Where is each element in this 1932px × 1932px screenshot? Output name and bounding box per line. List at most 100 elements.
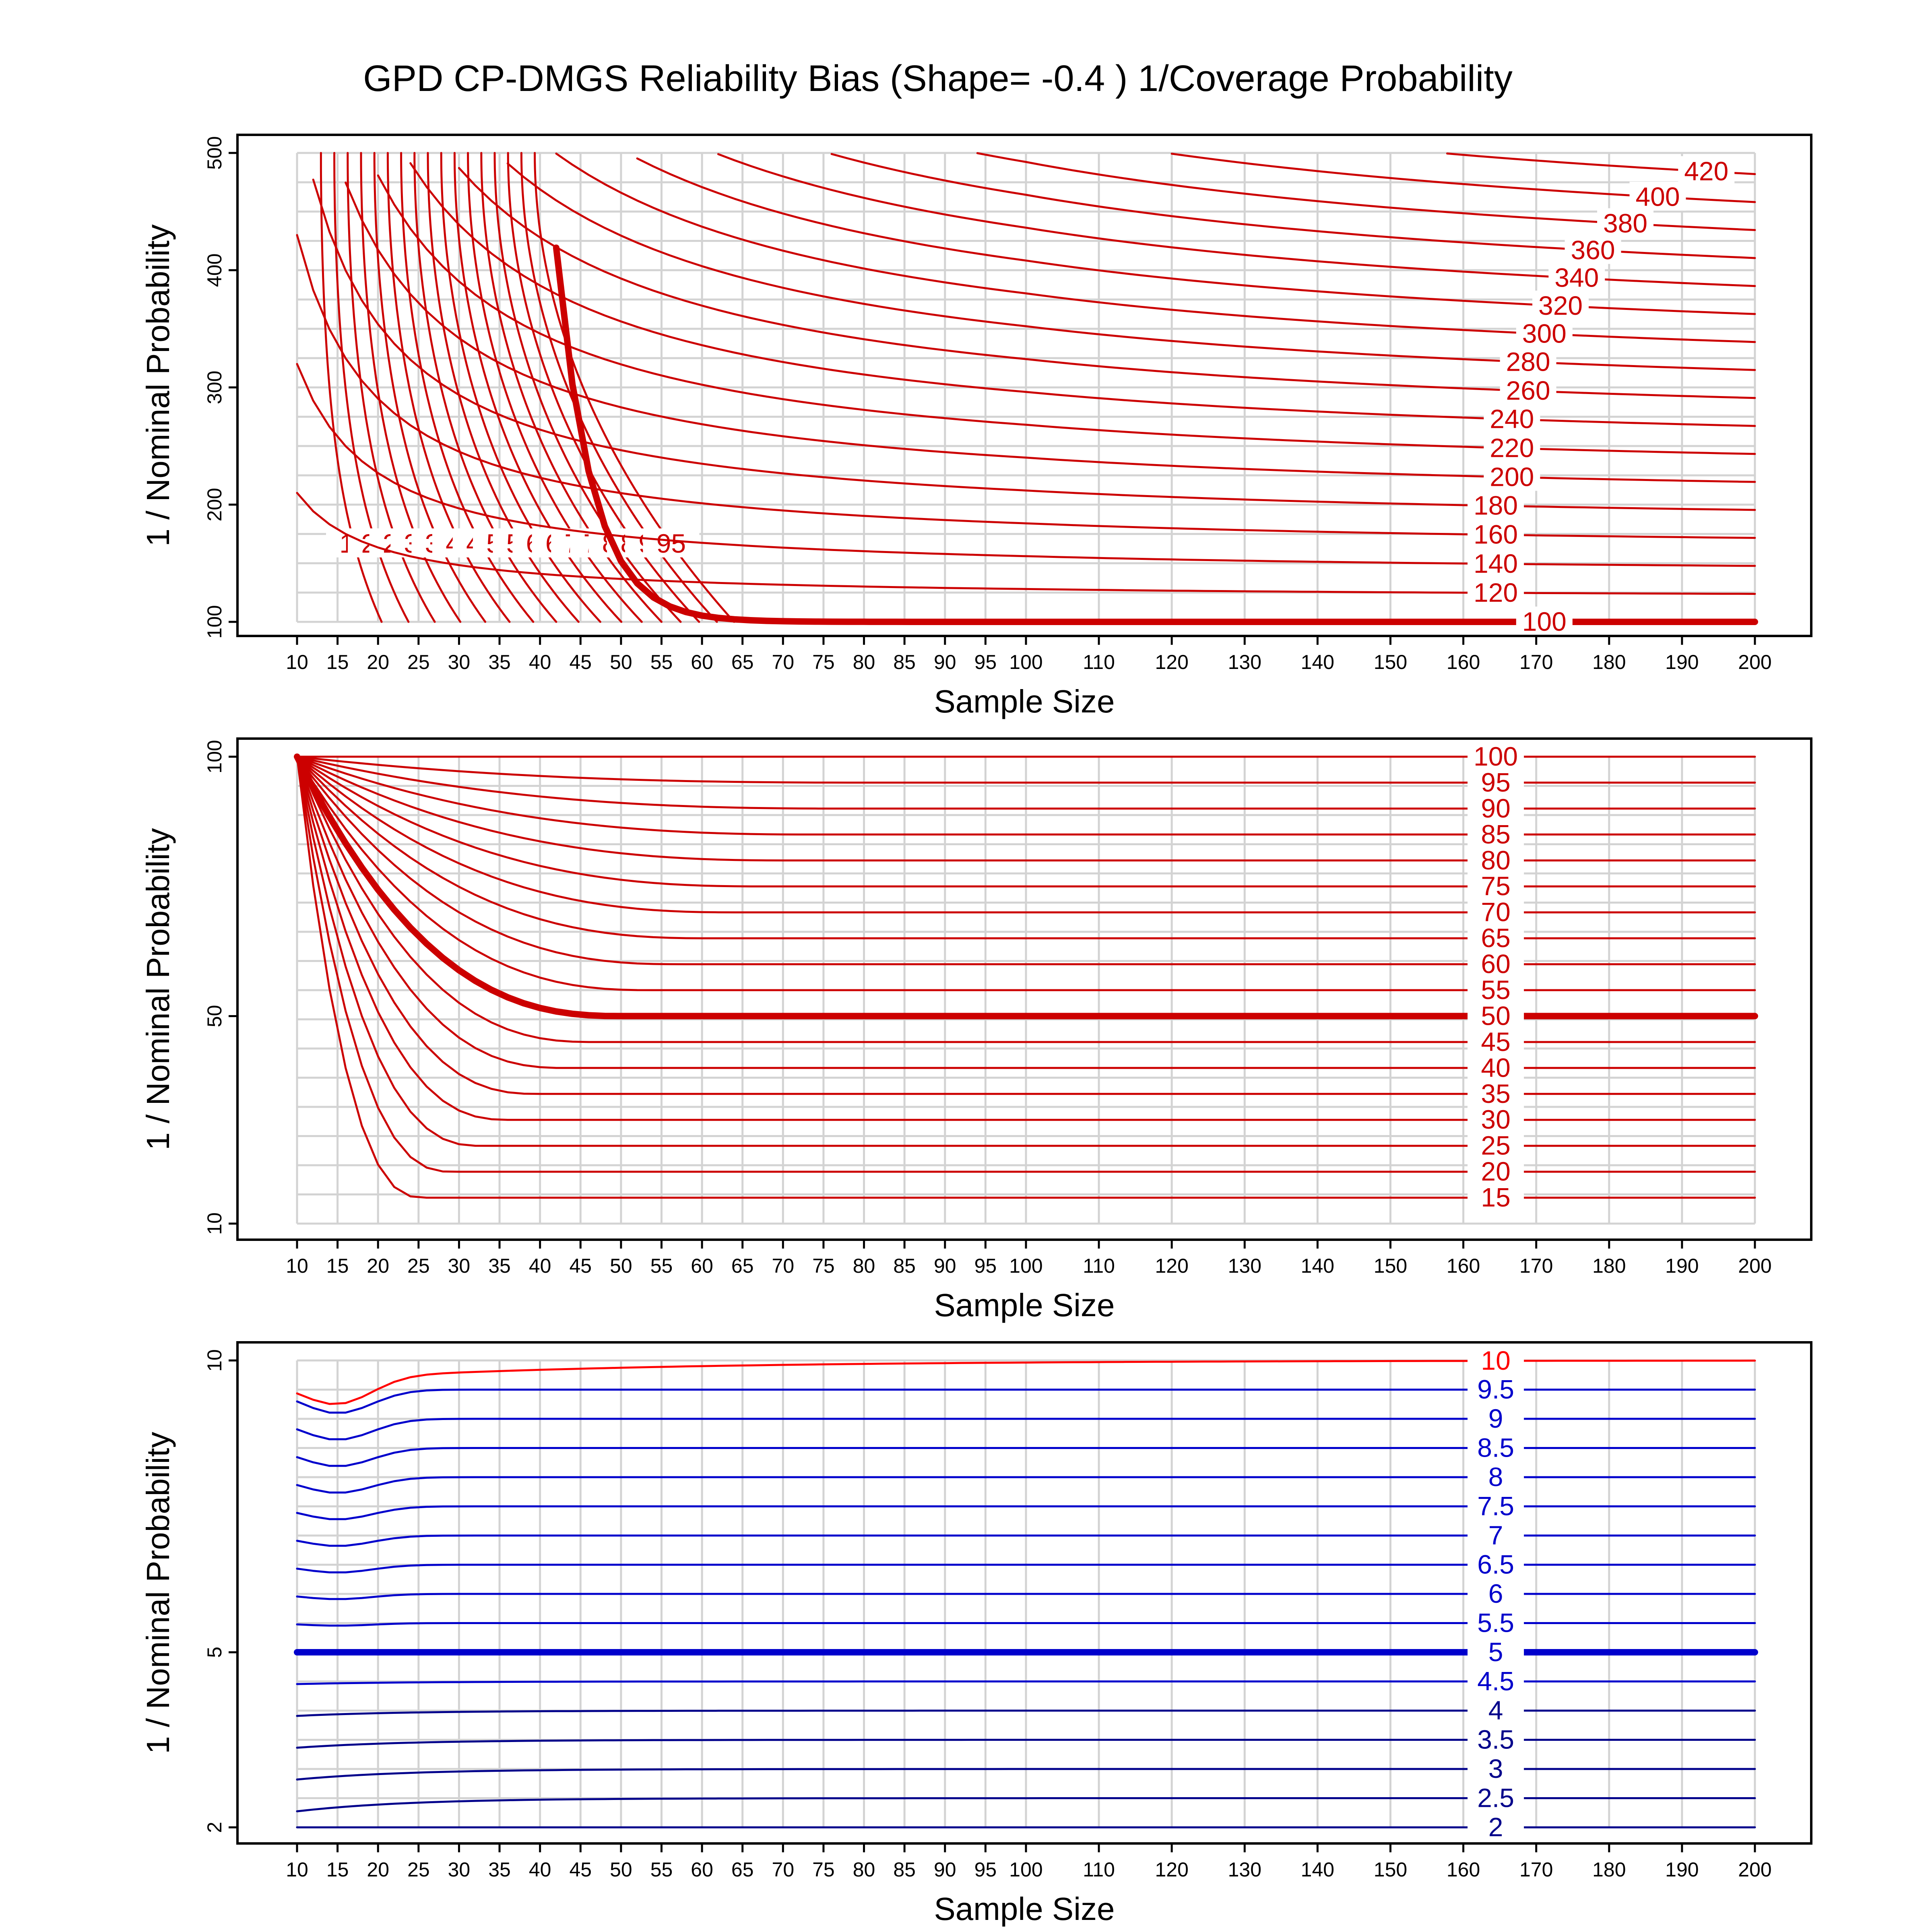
x-tick-label: 70	[772, 1858, 795, 1881]
x-tick-label: 55	[650, 1858, 673, 1881]
x-tick-label: 190	[1665, 1858, 1699, 1881]
x-tick-label: 60	[691, 1858, 713, 1881]
contour-label: 200	[1490, 462, 1534, 491]
contour-label-bg	[1500, 376, 1556, 405]
x-tick-label: 15	[326, 1255, 349, 1277]
contour-label: 40	[1481, 1053, 1510, 1082]
x-tick-label: 190	[1665, 651, 1699, 673]
contour-label-bg	[1468, 1783, 1524, 1812]
contour-label: 95	[1481, 767, 1510, 797]
x-tick-label: 75	[812, 1255, 835, 1277]
contour-label-bg	[1468, 871, 1524, 900]
contour-label-bg	[1468, 577, 1524, 607]
contour-label: 9.5	[1477, 1375, 1514, 1404]
x-tick-label: 45	[569, 651, 592, 673]
contour-label-bg	[1468, 819, 1524, 848]
x-tick-label: 10	[286, 1858, 308, 1881]
x-tick-label: 180	[1592, 1255, 1626, 1277]
x-tick-label: 150	[1374, 1255, 1407, 1277]
x-tick-label: 200	[1738, 1255, 1771, 1277]
x-tick-label: 20	[367, 651, 389, 673]
x-tick-label: 85	[893, 1858, 916, 1881]
contour-label: 360	[1571, 235, 1615, 265]
contour-label-bg	[1468, 1491, 1524, 1520]
contour-label: 120	[1474, 578, 1518, 607]
contour-label: 15	[1481, 1183, 1510, 1212]
contour-label-bg	[1468, 1001, 1524, 1030]
contour-label-bg	[1468, 897, 1524, 926]
contour-label: 50	[1481, 1001, 1510, 1030]
y-axis-label: 1 / Nominal Probability	[140, 1432, 176, 1754]
contour-label: 300	[1522, 319, 1567, 349]
x-tick-label: 200	[1738, 1858, 1771, 1881]
plot-frame	[236, 737, 1812, 1241]
contour-label-bg	[1484, 462, 1540, 491]
contour-label-bg	[1468, 1078, 1524, 1108]
contour-label-bg	[1468, 1724, 1524, 1754]
contour-label: 420	[1684, 156, 1728, 186]
contour-label-bg	[1468, 767, 1524, 797]
x-tick-label: 150	[1374, 651, 1407, 673]
x-tick-label: 55	[650, 651, 673, 673]
y-tick-label: 500	[203, 136, 226, 169]
contour-label-bg	[1468, 1520, 1524, 1549]
x-tick-label: 70	[772, 1255, 795, 1277]
contour-label-bg	[1468, 1462, 1524, 1491]
x-tick-label: 130	[1228, 651, 1261, 673]
contour-label: 5	[1488, 1637, 1503, 1667]
x-tick-label: 180	[1592, 1858, 1626, 1881]
contour-label: 45	[1481, 1027, 1510, 1057]
contour-label-bg	[1468, 1156, 1524, 1186]
contour-label: 75	[1481, 871, 1510, 901]
x-tick-label: 65	[731, 651, 754, 673]
y-tick-label: 50	[203, 1005, 226, 1028]
contour-label-bg	[1468, 1637, 1524, 1666]
x-tick-label: 70	[772, 651, 795, 673]
x-tick-label: 40	[529, 1255, 551, 1277]
contour-label: 380	[1603, 208, 1647, 238]
x-tick-label: 35	[488, 1255, 511, 1277]
contour-label: 280	[1506, 347, 1550, 376]
x-tick-label: 20	[367, 1255, 389, 1277]
contour-label: 160	[1474, 520, 1518, 549]
plot-frame	[236, 134, 1812, 637]
contour-label-bg	[1468, 741, 1524, 770]
contour-label-bg	[1468, 1579, 1524, 1608]
x-tick-label: 45	[569, 1255, 592, 1277]
x-tick-label: 20	[367, 1858, 389, 1881]
x-tick-label: 100	[1009, 1255, 1042, 1277]
x-tick-label: 30	[448, 651, 471, 673]
contour-label-bg	[1468, 1754, 1524, 1783]
contour-label: 240	[1490, 404, 1534, 434]
contour-label-bg	[1532, 291, 1589, 320]
contour-label-bg	[1468, 1549, 1524, 1579]
plot-frame	[236, 1341, 1812, 1845]
y-tick-label: 5	[203, 1647, 226, 1658]
contour-label-bg	[1468, 949, 1524, 978]
contour-label-bg	[1468, 845, 1524, 874]
contour-label-bg	[1468, 923, 1524, 952]
contour-label: 400	[1635, 182, 1680, 211]
x-tick-label: 100	[1009, 651, 1042, 673]
contour-label: 6	[1488, 1579, 1503, 1608]
contour-label-bg	[1500, 347, 1556, 376]
contour-label: 3.5	[1477, 1725, 1514, 1754]
y-tick-label: 200	[203, 488, 226, 521]
x-tick-label: 55	[650, 1255, 673, 1277]
x-tick-label: 15	[326, 651, 349, 673]
x-tick-label: 35	[488, 651, 511, 673]
contour-lines: 22.533.544.555.566.577.588.599.510	[294, 1346, 1758, 1842]
contour-label: 85	[1481, 819, 1510, 849]
x-tick-label: 85	[893, 1255, 916, 1277]
contour-label-bg	[1468, 1812, 1524, 1841]
contour-label-bg	[1629, 182, 1686, 211]
x-tick-label: 25	[407, 1255, 430, 1277]
x-tick-label: 190	[1665, 1255, 1699, 1277]
chart-title: GPD CP-DMGS Reliability Bias (Shape= -0.…	[363, 58, 1513, 99]
contour-label: 80	[1481, 845, 1510, 875]
x-tick-label: 10	[286, 1255, 308, 1277]
contour-label: 260	[1506, 376, 1550, 405]
y-tick-label: 100	[203, 605, 226, 638]
x-tick-label: 25	[407, 651, 430, 673]
contour-label: 60	[1481, 949, 1510, 979]
